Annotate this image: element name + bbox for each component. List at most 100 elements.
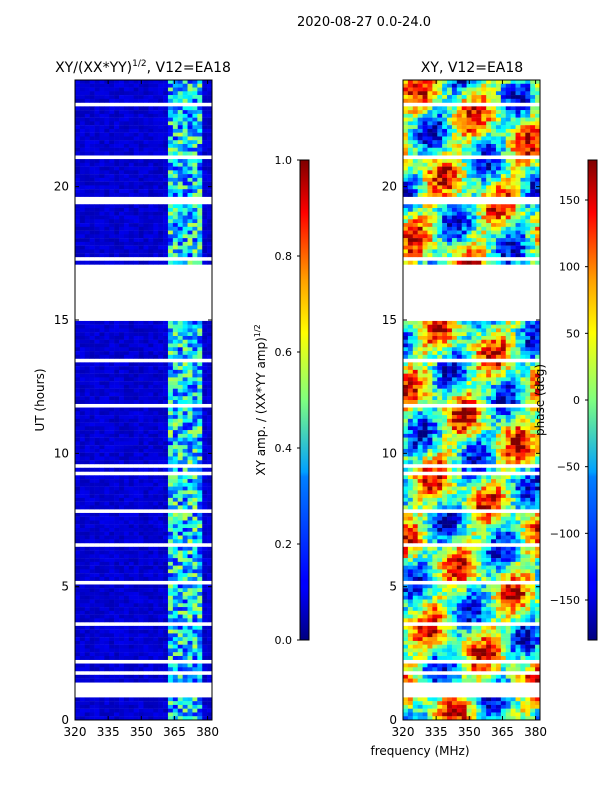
heatmap-cell	[123, 189, 130, 194]
heatmap-cell	[466, 226, 472, 231]
heatmap-cell	[109, 467, 115, 472]
heatmap-cell	[143, 249, 149, 254]
heatmap-cell	[505, 106, 511, 111]
heatmap-cell	[456, 192, 463, 197]
heatmap-cell	[119, 185, 125, 190]
heatmap-cell	[182, 652, 188, 657]
heatmap-cell	[182, 554, 188, 559]
heatmap-cell	[138, 110, 144, 115]
heatmap-cell	[207, 80, 213, 84]
heatmap-cell	[510, 117, 516, 122]
heatmap-cell	[451, 185, 458, 190]
heatmap-cell	[133, 418, 139, 423]
heatmap-cell	[158, 373, 164, 378]
heatmap-cell	[520, 192, 526, 197]
heatmap-cell	[75, 546, 81, 551]
heatmap-cell	[109, 396, 115, 401]
heatmap-cell	[187, 501, 193, 506]
heatmap-cell	[133, 716, 139, 721]
heatmap-cell	[495, 238, 502, 243]
heatmap-cell	[119, 535, 125, 540]
heatmap-cell	[138, 170, 144, 175]
heatmap-cell	[197, 482, 203, 487]
heatmap-cell	[89, 336, 95, 340]
heatmap-cell	[520, 80, 526, 84]
heatmap-cell	[182, 226, 188, 231]
heatmap-cell	[84, 426, 90, 431]
heatmap-cell	[197, 253, 203, 258]
heatmap-cell	[510, 162, 516, 167]
heatmap-cell	[148, 174, 154, 179]
heatmap-cell	[79, 185, 86, 190]
heatmap-cell	[177, 637, 183, 642]
heatmap-cell	[89, 396, 95, 401]
heatmap-cell	[520, 208, 526, 212]
heatmap-cell	[476, 215, 482, 220]
heatmap-cell	[153, 415, 159, 420]
heatmap-cell	[476, 106, 482, 111]
heatmap-cell	[94, 415, 100, 420]
heatmap-cell	[133, 648, 139, 653]
heatmap-cell	[197, 328, 203, 333]
heatmap-cell	[79, 716, 86, 721]
heatmap-cell	[158, 223, 164, 228]
heatmap-cell	[138, 400, 144, 404]
heatmap-cell	[197, 260, 203, 265]
heatmap-cell	[525, 226, 531, 231]
heatmap-cell	[412, 140, 418, 145]
heatmap-cell	[432, 170, 438, 175]
heatmap-cell	[172, 448, 179, 453]
heatmap-cell	[123, 151, 130, 156]
heatmap-cell	[143, 159, 149, 164]
heatmap-cell	[172, 241, 179, 246]
heatmap-cell	[109, 132, 115, 137]
heatmap-cell	[167, 136, 174, 141]
heatmap-cell	[182, 388, 188, 393]
heatmap-cell	[128, 415, 135, 420]
heatmap-cell	[75, 159, 81, 164]
heatmap-cell	[535, 80, 541, 84]
heatmap-cell	[104, 595, 110, 600]
heatmap-cell	[202, 490, 208, 495]
heatmap-cell	[207, 132, 213, 137]
heatmap-cell	[442, 174, 448, 179]
heatmap-cell	[442, 189, 448, 194]
heatmap-cell	[207, 637, 213, 642]
heatmap-cell	[167, 211, 174, 216]
heatmap-cell	[187, 452, 193, 457]
heatmap-cell	[163, 339, 169, 344]
heatmap-cell	[486, 80, 492, 84]
heatmap-cell	[456, 208, 463, 212]
heatmap-cell	[143, 377, 149, 382]
heatmap-cell	[417, 159, 423, 164]
heatmap-cell	[104, 362, 110, 367]
heatmap-cell	[535, 230, 541, 235]
heatmap-cell	[153, 460, 159, 465]
heatmap-cell	[177, 554, 183, 559]
heatmap-cell	[163, 430, 169, 435]
heatmap-cell	[119, 467, 125, 472]
heatmap-cell	[207, 475, 213, 480]
heatmap-cell	[442, 241, 448, 246]
heatmap-cell	[153, 674, 159, 679]
heatmap-cell	[84, 234, 90, 239]
heatmap-cell	[104, 204, 110, 209]
heatmap-cell	[114, 223, 120, 228]
heatmap-cell	[187, 633, 193, 638]
heatmap-cell	[447, 87, 453, 92]
heatmap-cell	[138, 415, 144, 420]
heatmap-cell	[104, 110, 110, 115]
heatmap-cell	[182, 433, 188, 438]
heatmap-cell	[197, 490, 203, 495]
heatmap-cell	[133, 614, 139, 619]
heatmap-cell	[207, 253, 213, 258]
heatmap-cell	[79, 652, 86, 657]
heatmap-cell	[119, 505, 125, 510]
heatmap-cell	[158, 136, 164, 141]
heatmap-cell	[535, 223, 541, 228]
heatmap-cell	[202, 328, 208, 333]
heatmap-cell	[114, 716, 120, 721]
heatmap-cell	[207, 497, 213, 502]
heatmap-cell	[79, 144, 86, 148]
heatmap-cell	[525, 95, 531, 100]
